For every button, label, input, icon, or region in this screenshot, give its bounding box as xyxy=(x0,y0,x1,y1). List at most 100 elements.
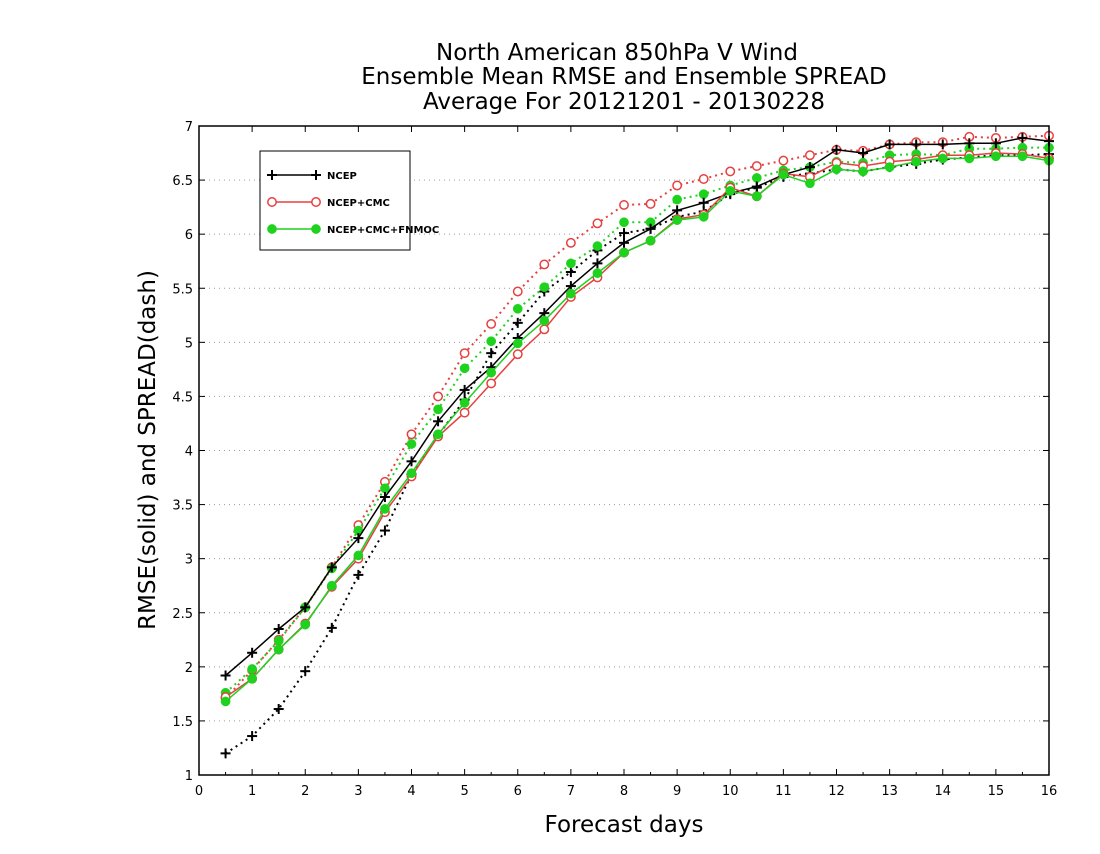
y-tick-label: 3.5 xyxy=(172,499,193,514)
data-point xyxy=(672,180,683,191)
data-point xyxy=(300,666,311,677)
data-point xyxy=(486,318,497,329)
data-point xyxy=(379,525,390,536)
data-point xyxy=(1017,132,1028,143)
data-point xyxy=(991,151,1001,162)
chart-title-line-1: North American 850hPa V Wind xyxy=(436,40,798,66)
series-layer xyxy=(220,130,1054,759)
data-point xyxy=(433,429,443,440)
data-point xyxy=(884,139,895,150)
x-tick-label: 11 xyxy=(775,784,792,799)
data-point xyxy=(273,644,284,655)
data-point xyxy=(539,282,550,293)
series-ncep-cmc-fnmoc xyxy=(220,151,1054,707)
legend-box xyxy=(259,150,411,251)
data-point xyxy=(831,144,842,155)
data-point xyxy=(539,324,550,335)
data-point xyxy=(220,670,231,681)
data-point xyxy=(379,492,390,503)
chart-title-line-2: Ensemble Mean RMSE and Ensemble SPREAD xyxy=(361,64,886,90)
x-tick-label: 2 xyxy=(301,784,309,799)
data-point xyxy=(645,235,656,246)
data-point xyxy=(247,647,258,658)
data-point xyxy=(566,288,576,299)
legend-label: NCEP+CMC+FNMOC xyxy=(327,225,439,236)
data-point xyxy=(619,228,629,239)
x-tick-label: 12 xyxy=(828,784,845,799)
y-axis-ticks: 1 1.5 2 2.5 3 3.5 4 4.5 5 5.5 6 6.5 7 xyxy=(172,120,1049,784)
data-point xyxy=(964,153,975,164)
y-tick-label: 5.5 xyxy=(172,282,193,297)
data-point xyxy=(512,317,523,328)
data-point xyxy=(486,378,497,389)
chart-title-line-3: Average For 20121201 - 20130228 xyxy=(423,89,825,115)
x-axis-ticks: 0 1 2 3 4 5 6 7 8 9 10 11 12 13 14 15 16 xyxy=(195,126,1057,799)
data-point xyxy=(539,259,550,270)
data-point xyxy=(486,336,497,347)
x-tick-label: 5 xyxy=(460,784,468,799)
x-tick-label: 15 xyxy=(988,784,1005,799)
data-point xyxy=(698,174,709,184)
data-point xyxy=(804,150,815,161)
data-point xyxy=(937,139,948,150)
legend-marker xyxy=(311,197,321,207)
y-tick-label: 2 xyxy=(185,661,193,676)
data-point xyxy=(751,181,762,192)
y-axis-title: RMSE(solid) and SPREAD(dash) xyxy=(135,270,161,630)
data-point xyxy=(619,237,629,248)
data-point xyxy=(459,407,470,418)
legend: NCEP NCEP+CMC NCEP+CMC+FNMOC xyxy=(259,150,439,251)
x-tick-label: 4 xyxy=(407,784,415,799)
data-point xyxy=(778,169,789,180)
data-point xyxy=(592,241,603,251)
legend-marker xyxy=(267,170,277,180)
x-tick-label: 6 xyxy=(514,784,522,799)
data-point xyxy=(512,303,523,314)
y-tick-label: 6 xyxy=(185,228,193,243)
legend-marker xyxy=(311,170,321,180)
data-point xyxy=(353,569,364,580)
data-point xyxy=(937,153,948,164)
data-point xyxy=(512,286,523,297)
data-point xyxy=(884,162,895,172)
data-point xyxy=(539,315,550,326)
legend-marker xyxy=(267,197,277,207)
data-point xyxy=(220,748,231,759)
x-axis-title: Forecast days xyxy=(545,812,704,838)
data-point xyxy=(566,258,576,269)
data-point xyxy=(592,258,603,269)
y-tick-label: 2.5 xyxy=(172,607,193,622)
data-point xyxy=(459,398,470,408)
data-point xyxy=(804,162,815,173)
data-point xyxy=(300,619,311,630)
data-point xyxy=(433,404,443,415)
data-point xyxy=(858,148,869,159)
x-tick-label: 14 xyxy=(934,784,951,799)
data-point xyxy=(778,155,789,166)
data-point xyxy=(672,194,682,205)
y-tick-label: 1 xyxy=(185,769,193,784)
x-tick-label: 16 xyxy=(1041,784,1058,799)
data-point xyxy=(459,363,470,374)
y-tick-label: 3 xyxy=(185,553,193,568)
data-point xyxy=(619,217,629,228)
data-point xyxy=(273,636,284,646)
data-point xyxy=(326,562,337,573)
data-point xyxy=(592,268,603,278)
legend-marker xyxy=(311,224,321,234)
data-point xyxy=(751,173,762,183)
data-point xyxy=(512,338,523,349)
data-point xyxy=(831,164,842,175)
chart-title: North American 850hPa V Wind Ensemble Me… xyxy=(361,40,886,115)
data-point xyxy=(459,384,470,395)
data-point xyxy=(247,731,258,742)
data-point xyxy=(486,367,497,378)
data-point xyxy=(380,504,390,514)
data-point xyxy=(964,138,975,149)
data-point xyxy=(858,166,868,177)
data-point xyxy=(751,191,762,202)
data-point xyxy=(911,156,922,167)
y-tick-label: 1.5 xyxy=(172,715,193,730)
data-point xyxy=(220,696,231,707)
